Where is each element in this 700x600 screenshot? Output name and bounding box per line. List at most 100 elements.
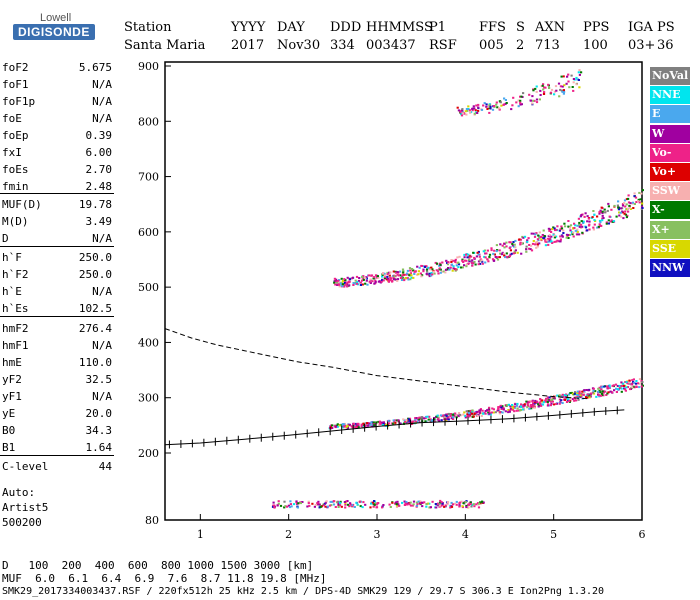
echo-point	[485, 103, 488, 106]
echo-point	[484, 261, 487, 264]
echo-point	[449, 266, 452, 269]
echo-point	[447, 412, 451, 415]
echo-point	[449, 413, 453, 415]
echo-point	[463, 411, 466, 414]
param-name: hmF1	[2, 339, 29, 352]
param-value: N/A	[92, 95, 112, 108]
echo-point	[316, 503, 320, 506]
echo-point	[373, 500, 376, 502]
echo-point	[508, 410, 511, 413]
echo-point	[399, 274, 402, 277]
echo-point	[548, 87, 551, 89]
echo-point	[605, 394, 608, 396]
echo-point	[599, 221, 602, 224]
echo-point	[457, 414, 460, 417]
echo-point	[319, 505, 322, 508]
echo-point	[353, 426, 356, 429]
echo-point	[329, 426, 332, 429]
echo-point	[541, 400, 544, 403]
echo-point	[345, 425, 348, 428]
echo-point	[484, 256, 487, 259]
echo-point	[536, 243, 539, 246]
echo-point	[343, 278, 346, 281]
echo-point	[572, 81, 575, 84]
echo-point	[414, 417, 417, 420]
echo-point	[525, 400, 528, 403]
echo-point	[374, 279, 377, 282]
echo-point	[544, 399, 547, 402]
echo-point	[525, 250, 528, 253]
echo-point	[370, 421, 373, 424]
echo-point	[576, 78, 579, 81]
echo-point	[542, 401, 545, 404]
logo-digisonde: DIGISONDE	[13, 24, 95, 40]
echo-point	[615, 387, 618, 390]
echo-point	[533, 235, 537, 238]
echo-point	[536, 245, 539, 248]
echo-point	[341, 426, 344, 429]
echo-point	[482, 250, 485, 253]
echo-point	[466, 109, 469, 112]
echo-point	[428, 275, 431, 278]
echo-point	[497, 406, 501, 409]
legend-item-sse: SSE	[650, 239, 690, 258]
echo-point	[608, 386, 611, 389]
param-name: M(D)	[2, 215, 29, 228]
echo-point	[554, 395, 557, 397]
echo-point	[567, 220, 570, 222]
echo-point	[492, 411, 495, 414]
echo-point	[458, 504, 461, 507]
echo-point	[438, 504, 441, 507]
echo-point	[506, 404, 509, 407]
echo-point	[346, 285, 349, 288]
header-label-10: IGA	[628, 20, 653, 35]
echo-point	[333, 277, 336, 280]
echo-point	[477, 109, 480, 112]
echo-point	[421, 505, 424, 508]
echo-point	[578, 390, 581, 393]
echo-point	[534, 87, 537, 90]
echo-point	[504, 99, 507, 101]
echo-point	[439, 271, 442, 274]
echo-point	[565, 233, 569, 236]
echo-point	[418, 266, 421, 269]
echo-point	[519, 405, 522, 408]
echo-point	[613, 389, 616, 392]
echo-point	[567, 234, 570, 236]
echo-point	[531, 242, 535, 245]
echo-point	[641, 207, 644, 209]
echo-point	[619, 211, 622, 214]
echo-point	[481, 500, 484, 503]
echo-point	[598, 212, 601, 215]
echo-point	[420, 416, 423, 419]
echo-point	[465, 506, 468, 509]
echo-point	[551, 228, 554, 231]
echo-point	[535, 232, 538, 235]
echo-point	[423, 417, 426, 420]
echo-point	[354, 279, 357, 282]
echo-point	[544, 244, 547, 247]
echo-point	[553, 403, 556, 406]
echo-point	[567, 73, 570, 76]
echo-point	[348, 505, 351, 508]
echo-point	[376, 275, 379, 278]
echo-point	[633, 195, 636, 198]
echo-point	[364, 282, 367, 285]
echo-point	[340, 277, 343, 280]
echo-point	[533, 99, 536, 102]
echo-point	[455, 414, 458, 416]
echo-point	[511, 104, 514, 107]
echo-point	[625, 198, 628, 201]
echo-point	[578, 73, 581, 76]
autoscale-code: 500200	[2, 516, 42, 529]
echo-point	[538, 401, 541, 404]
echo-point	[404, 502, 407, 505]
echo-point	[430, 266, 433, 269]
echo-point	[474, 109, 477, 112]
echo-point	[529, 248, 532, 251]
echo-point	[529, 404, 532, 407]
echo-point	[366, 283, 369, 286]
echo-point	[536, 400, 539, 403]
echo-point	[596, 226, 599, 229]
echo-point	[456, 106, 459, 109]
